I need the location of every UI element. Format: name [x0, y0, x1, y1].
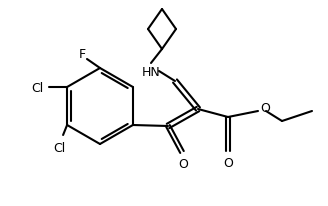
Text: O: O [223, 157, 233, 170]
Text: O: O [260, 101, 270, 114]
Text: Cl: Cl [53, 142, 65, 155]
Text: Cl: Cl [31, 81, 43, 94]
Text: F: F [78, 48, 86, 61]
Text: O: O [178, 158, 188, 171]
Text: HN: HN [142, 65, 160, 78]
